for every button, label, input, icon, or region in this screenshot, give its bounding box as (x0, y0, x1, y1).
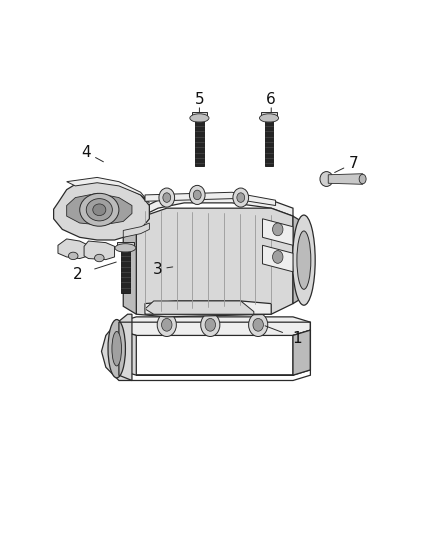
Ellipse shape (320, 172, 333, 187)
Circle shape (162, 318, 172, 331)
Polygon shape (262, 245, 293, 272)
Circle shape (201, 313, 220, 336)
Polygon shape (58, 239, 88, 259)
Polygon shape (262, 219, 293, 245)
Ellipse shape (95, 254, 104, 262)
Circle shape (253, 318, 263, 331)
Circle shape (193, 190, 201, 200)
Text: 1: 1 (293, 330, 302, 345)
Circle shape (189, 185, 205, 205)
Ellipse shape (80, 193, 119, 226)
Circle shape (205, 318, 215, 331)
Text: 3: 3 (153, 262, 163, 277)
Circle shape (237, 193, 245, 203)
Polygon shape (261, 112, 277, 118)
Circle shape (272, 251, 283, 263)
Polygon shape (123, 211, 136, 314)
Circle shape (272, 223, 283, 236)
Ellipse shape (115, 244, 136, 252)
Polygon shape (117, 241, 134, 248)
Polygon shape (53, 179, 149, 240)
Circle shape (159, 188, 175, 207)
Polygon shape (195, 118, 204, 166)
Polygon shape (123, 223, 149, 237)
Text: 5: 5 (194, 92, 204, 107)
Polygon shape (136, 195, 293, 219)
Ellipse shape (359, 174, 366, 184)
Polygon shape (191, 112, 207, 118)
Ellipse shape (190, 114, 209, 122)
Ellipse shape (293, 215, 315, 305)
Ellipse shape (297, 231, 311, 289)
Ellipse shape (108, 319, 125, 378)
Polygon shape (136, 208, 293, 317)
Circle shape (157, 313, 177, 336)
Circle shape (163, 193, 171, 203)
Polygon shape (84, 241, 115, 260)
Polygon shape (136, 330, 311, 375)
Polygon shape (145, 301, 254, 314)
Text: 2: 2 (73, 267, 82, 282)
Ellipse shape (112, 332, 121, 366)
Polygon shape (293, 216, 306, 304)
Circle shape (233, 188, 249, 207)
Polygon shape (265, 118, 273, 166)
Ellipse shape (86, 199, 113, 221)
Polygon shape (145, 301, 271, 314)
Polygon shape (119, 330, 136, 375)
Polygon shape (67, 193, 132, 225)
Ellipse shape (68, 252, 78, 260)
Polygon shape (145, 192, 276, 206)
Text: 6: 6 (266, 92, 276, 107)
Polygon shape (293, 330, 311, 375)
Ellipse shape (259, 114, 279, 122)
Text: 4: 4 (81, 145, 91, 160)
Ellipse shape (93, 204, 106, 216)
Circle shape (249, 313, 268, 336)
Polygon shape (328, 174, 363, 184)
Polygon shape (120, 248, 130, 293)
Text: 7: 7 (349, 156, 359, 171)
Polygon shape (102, 314, 132, 381)
Polygon shape (67, 177, 149, 203)
Polygon shape (119, 317, 311, 335)
